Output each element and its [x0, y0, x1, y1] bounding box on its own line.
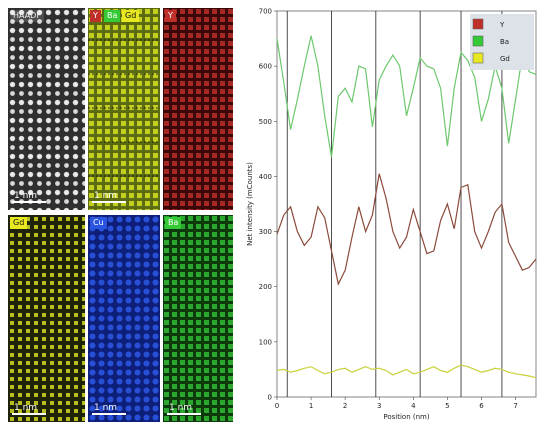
x-tick-label: 7	[513, 402, 517, 410]
haadf-label: HAADF	[10, 10, 44, 22]
y-tick-label: 500	[259, 118, 272, 126]
ybagd-label-gd: Gd	[122, 10, 140, 22]
legend-swatch-y	[472, 18, 484, 30]
ba-scale-label: 1 nm	[169, 403, 193, 413]
legend-swatch-ba	[472, 35, 484, 47]
gd-panel: Gd 1 nm	[8, 215, 85, 422]
haadf-scalebar	[12, 201, 46, 203]
cu-scalebar	[92, 413, 126, 415]
legend-label-y: Y	[499, 21, 505, 29]
gd-scalebar	[12, 413, 46, 415]
ybagd-scalebar	[92, 201, 126, 203]
ybagd-panel: Y Ba Gd 1 nm	[88, 8, 160, 210]
y-tick-label: 600	[259, 63, 272, 71]
haadf-scale-label: 1 nm	[14, 191, 38, 201]
cu-scale-label: 1 nm	[94, 403, 118, 413]
series-line-gd	[276, 364, 537, 379]
gd-label: Gd	[10, 217, 28, 229]
y-tick-label: 300	[259, 228, 272, 236]
y-tick-label: 200	[259, 283, 272, 291]
legend-label-gd: Gd	[500, 55, 510, 63]
series-line-ba	[276, 35, 537, 158]
gd-image	[8, 215, 85, 422]
y-tick-label: 0	[268, 394, 272, 402]
y-axis-label: Net intensity (mCounts)	[246, 162, 254, 246]
ba-image	[163, 215, 233, 422]
ba-label: Ba	[165, 217, 182, 229]
x-tick-label: 6	[479, 402, 484, 410]
x-tick-label: 5	[445, 402, 449, 410]
ybagd-image	[88, 8, 160, 210]
y-label: Y	[165, 10, 176, 22]
intensity-line-chart: 0 100 200 300 400 500 600 700 0 1 2 3 4 5 6 7 Position (…	[246, 8, 537, 421]
cu-panel: Cu 1 nm	[88, 215, 160, 422]
y-tick-label: 400	[259, 173, 272, 181]
x-axis-label: Position (nm)	[383, 413, 429, 421]
y-tick-label: 700	[259, 8, 272, 16]
cu-image	[88, 215, 160, 422]
ybagd-scale-label: 1 nm	[94, 191, 118, 201]
x-tick-label: 1	[309, 402, 313, 410]
haadf-image	[8, 8, 85, 210]
haadf-panel: HAADF 1 nm	[8, 8, 85, 210]
ba-panel: Ba 1 nm	[163, 215, 233, 422]
x-tick-label: 2	[343, 402, 347, 410]
legend-swatch-gd	[472, 52, 484, 64]
ybagd-label-y: Y	[90, 10, 101, 22]
gd-scale-label: 1 nm	[14, 403, 38, 413]
x-tick-label: 3	[377, 402, 381, 410]
legend-label-ba: Ba	[500, 38, 509, 46]
y-image	[163, 8, 233, 210]
y-panel: Y	[163, 8, 233, 210]
ba-scalebar	[167, 413, 201, 415]
x-tick-label: 4	[411, 402, 416, 410]
y-tick-label: 100	[259, 338, 272, 346]
series-line-y	[276, 173, 537, 286]
cu-label: Cu	[90, 217, 107, 229]
x-tick-label: 0	[275, 402, 279, 410]
ybagd-label-ba: Ba	[104, 10, 121, 22]
